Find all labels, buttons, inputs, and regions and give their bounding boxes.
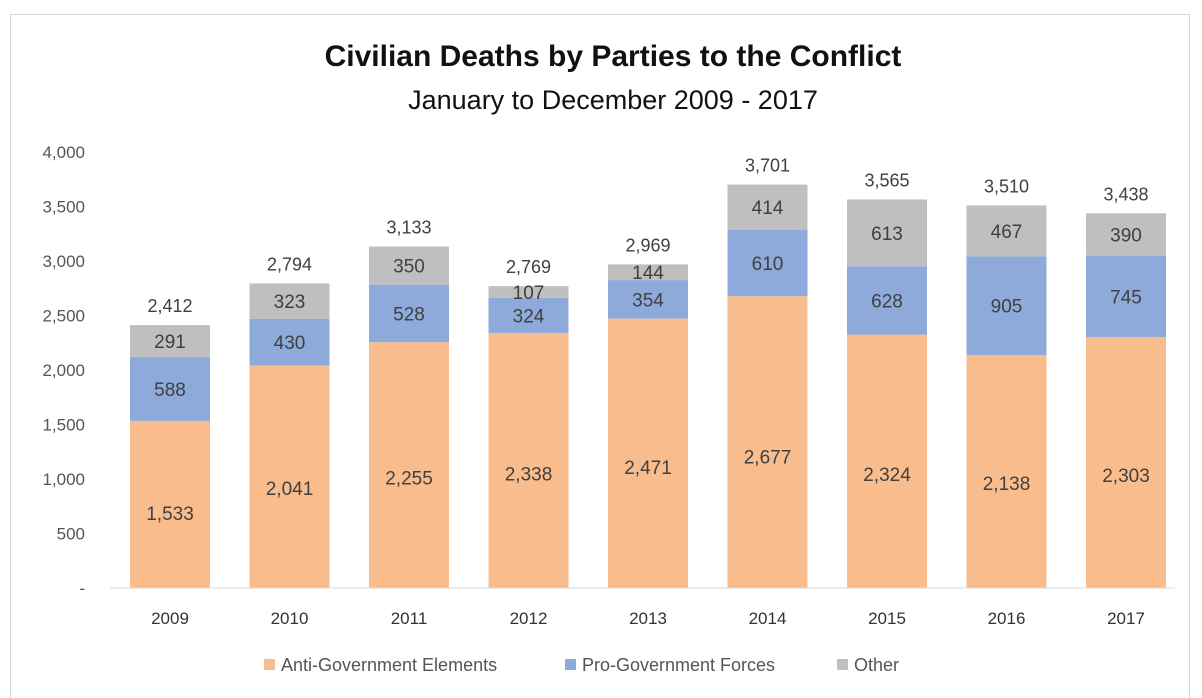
x-tick-label: 2011 <box>391 609 428 628</box>
bar-value-label: 905 <box>991 297 1023 318</box>
bar-segment-pro-government-forces <box>847 266 927 335</box>
bar-segment-anti-government-elements <box>608 318 688 588</box>
bar-value-label: 2,041 <box>266 479 314 500</box>
y-tick-label: 2,500 <box>42 307 85 326</box>
x-tick-label: 2009 <box>151 609 189 628</box>
bar-segment-pro-government-forces <box>727 229 808 297</box>
bar-value-label: 2,471 <box>624 458 672 479</box>
bar-segment-anti-government-elements <box>369 342 449 588</box>
bar-segment-pro-government-forces <box>249 318 330 366</box>
bar-segment-other <box>727 184 808 230</box>
y-tick-label: - <box>79 579 85 598</box>
bar-total-label: 3,701 <box>745 156 790 176</box>
bar-segment-other <box>608 264 688 281</box>
y-tick-label: 2,000 <box>42 361 85 380</box>
bar-value-label: 2,324 <box>863 465 911 486</box>
legend: Anti-Government Elements Pro-Government F… <box>264 655 899 675</box>
bar-segment-pro-government-forces <box>1086 255 1166 337</box>
chart-title: Civilian Deaths by Parties to the Confli… <box>325 40 902 73</box>
bar-value-label: 414 <box>752 198 784 219</box>
bar-total-label: 3,510 <box>984 176 1029 196</box>
bar-segment-other <box>249 283 330 319</box>
bar-segment-anti-government-elements <box>488 333 569 588</box>
bar-value-label: 144 <box>632 263 664 284</box>
bar-total-label: 2,969 <box>625 235 670 255</box>
bar-segment-anti-government-elements <box>847 334 927 588</box>
bar-value-label: 291 <box>154 332 186 353</box>
bar-value-label: 350 <box>393 257 425 278</box>
x-tick-label: 2015 <box>868 609 906 628</box>
bar-value-label: 107 <box>513 283 545 304</box>
x-axis: 2009 2010 2011 2012 2013 2014 2015 2016 2017 <box>110 587 1175 628</box>
bar-segment-other <box>130 325 210 357</box>
bar-value-label: 628 <box>871 291 903 312</box>
x-tick-label: 2013 <box>629 609 667 628</box>
bar-value-label: 613 <box>871 224 903 245</box>
bar-value-label: 2,303 <box>1102 466 1150 487</box>
bar-segment-pro-government-forces <box>488 297 569 334</box>
bar-value-label: 2,338 <box>505 464 553 485</box>
chart-subtitle: January to December 2009 - 2017 <box>408 85 818 115</box>
legend-label: Other <box>854 655 899 675</box>
bar-segment-other <box>1086 213 1166 256</box>
bar-value-label: 610 <box>752 254 784 275</box>
bar-value-label: 1,533 <box>146 504 194 525</box>
bar-segment-pro-government-forces <box>966 256 1047 355</box>
bar-value-label: 2,255 <box>385 468 433 489</box>
bar-segment-other <box>966 205 1047 257</box>
bar-segment-other <box>488 286 569 298</box>
bar-value-label: 324 <box>513 307 545 328</box>
bar-total-label: 2,794 <box>267 254 312 274</box>
bars-group: 1,533 588 291 2,412 2,041 430 323 2,794 2,255 528… <box>130 156 1166 588</box>
bar-value-label: 323 <box>274 292 306 313</box>
bar-segment-anti-government-elements <box>1086 336 1166 588</box>
y-tick-label: 4,000 <box>42 143 85 162</box>
legend-swatch <box>565 659 576 670</box>
chart-frame <box>10 14 1190 698</box>
bar-total-label: 3,438 <box>1103 184 1148 204</box>
legend-swatch <box>264 659 275 670</box>
y-tick-label: 500 <box>57 525 85 544</box>
legend-label: Pro-Government Forces <box>582 655 775 675</box>
y-axis: - 500 1,000 1,500 2,000 2,500 3,000 3,500 4,000 <box>42 143 85 598</box>
bar-segment-anti-government-elements <box>727 296 808 588</box>
bar-value-label: 528 <box>393 304 425 325</box>
bar-segment-pro-government-forces <box>369 284 449 343</box>
y-tick-label: 3,000 <box>42 252 85 271</box>
bar-value-label: 2,677 <box>744 448 792 469</box>
bar-value-label: 467 <box>991 222 1023 243</box>
x-tick-label: 2016 <box>988 609 1026 628</box>
x-tick-label: 2012 <box>510 609 548 628</box>
y-tick-label: 1,000 <box>42 470 85 489</box>
bar-value-label: 430 <box>274 333 306 354</box>
bar-segment-pro-government-forces <box>608 280 688 319</box>
legend-label: Anti-Government Elements <box>281 655 497 675</box>
legend-swatch <box>837 659 848 670</box>
x-tick-label: 2017 <box>1107 609 1145 628</box>
bar-segment-anti-government-elements <box>966 354 1047 588</box>
bar-total-label: 2,769 <box>506 257 551 277</box>
bar-total-label: 3,133 <box>386 218 431 238</box>
bar-segment-other <box>369 246 449 285</box>
bar-segment-anti-government-elements <box>249 365 330 588</box>
bar-segment-anti-government-elements <box>130 420 210 588</box>
x-tick-label: 2014 <box>749 609 787 628</box>
bar-value-label: 745 <box>1110 287 1142 308</box>
bar-total-label: 3,565 <box>864 170 909 190</box>
y-tick-label: 3,500 <box>42 198 85 217</box>
bar-value-label: 390 <box>1110 226 1142 247</box>
bar-segment-other <box>847 199 927 267</box>
bar-value-label: 354 <box>632 290 664 311</box>
bar-total-label: 2,412 <box>147 296 192 316</box>
y-tick-label: 1,500 <box>42 416 85 435</box>
bar-value-label: 2,138 <box>983 474 1031 495</box>
x-tick-label: 2010 <box>271 609 309 628</box>
bar-value-label: 588 <box>154 380 186 401</box>
bar-segment-pro-government-forces <box>130 356 210 421</box>
